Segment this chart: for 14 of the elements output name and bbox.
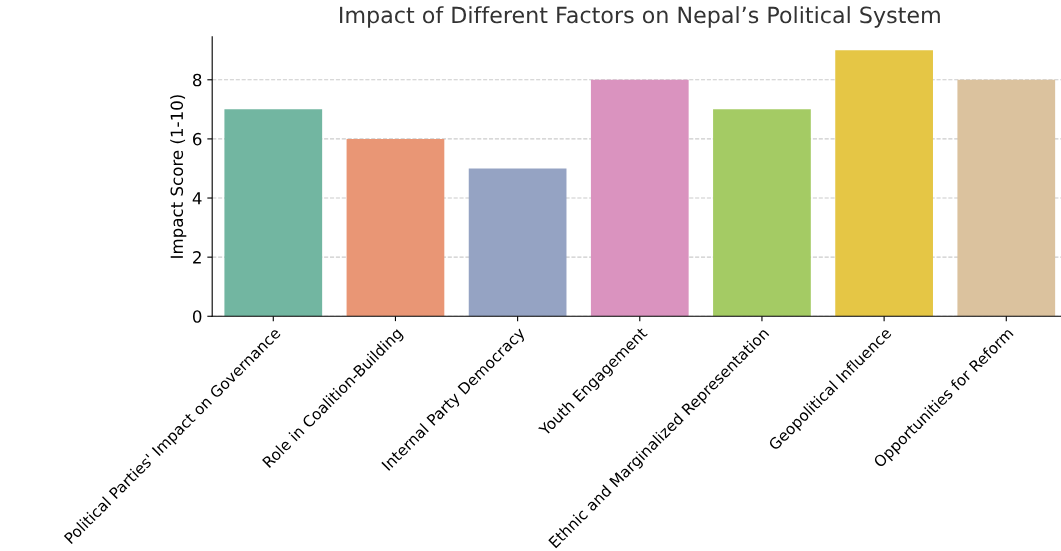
y-axis-title: Impact Score (1-10) [170,95,187,258]
y-tick-label: 0 [192,310,202,323]
y-tick-label: 2 [193,251,201,264]
bar [346,138,445,317]
bar [468,168,567,317]
bar [957,79,1056,317]
y-tick-label: 8 [193,73,202,87]
bar [835,50,933,317]
bar [590,79,689,317]
y-tick-label: 6 [193,132,202,146]
chart-title: Impact of Different Factors on Nepal’s Political System [340,6,940,28]
bar [713,109,811,317]
y-tick-label: 4 [192,192,202,205]
bar [224,109,323,317]
